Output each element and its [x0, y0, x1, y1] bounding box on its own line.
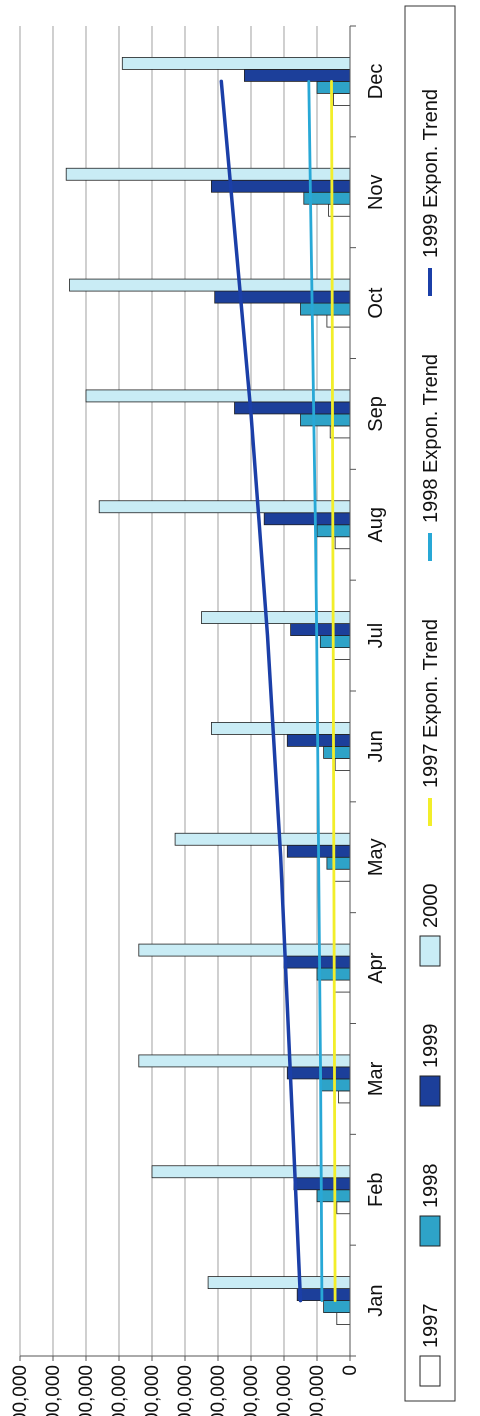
legend-label: 1997	[420, 1304, 442, 1349]
bar-1999-Dec	[243, 69, 351, 82]
bar-2000-Oct	[69, 278, 351, 292]
value-tick-label: 5,000,000	[175, 1365, 196, 1416]
bar-1998-May	[326, 856, 351, 870]
bar-1998-Dec	[316, 81, 351, 94]
bar-2000-Jul	[201, 611, 351, 624]
bar-2000-May	[174, 832, 351, 846]
value-tick-label: 10,000,000	[10, 1365, 31, 1416]
value-tick-label: 3,000,000	[241, 1365, 262, 1416]
bar-2000-Mar	[138, 1054, 351, 1068]
rotated-plot-group: 0 1,000,000 2,000,000 3,000,000 4,000,000 5,0…	[10, 5, 456, 1416]
legend-box	[404, 5, 456, 1402]
value-tick-label: 7,000,000	[109, 1365, 130, 1416]
legend-label: 1999 Expon. Trend	[420, 89, 442, 258]
bar-1999-Jul	[290, 623, 351, 636]
bar-2000-Aug	[98, 500, 351, 514]
bar-1998-Jul	[319, 635, 351, 648]
trend-lines	[219, 79, 337, 1303]
category-tick-label: Jan	[365, 1284, 387, 1316]
legend-label: 1997 Expon. Trend	[420, 619, 442, 788]
value-tick-label: 8,000,000	[76, 1365, 97, 1416]
bar-1997-May	[333, 868, 351, 882]
bar-1997-Dec	[333, 93, 351, 106]
category-tick-label: Feb	[365, 1173, 387, 1207]
value-tick-label: 1,000,000	[307, 1365, 328, 1416]
bar-1997-Mar	[338, 1090, 351, 1104]
bar-1999-Oct	[214, 290, 351, 304]
category-tick-label: May	[365, 838, 387, 876]
trend-line-1998 Expon. Trend	[307, 80, 324, 1302]
bar-1997-Aug	[334, 536, 351, 550]
trend-line-1999 Expon. Trend	[219, 79, 303, 1303]
legend-label: 2000	[420, 884, 442, 929]
bar-1998-Jan	[323, 1300, 351, 1313]
bar-1997-Apr	[333, 979, 351, 993]
legend-swatch-2000	[419, 935, 441, 967]
category-tick-label: Jun	[365, 730, 387, 762]
bars	[65, 57, 351, 1325]
bar-1999-Mar	[286, 1066, 351, 1080]
category-tick-label: Aug	[365, 507, 387, 543]
bar-1997-Jul	[333, 647, 351, 660]
category-tick-label: Oct	[365, 287, 387, 319]
category-tick-label: Dec	[365, 64, 387, 100]
category-tick-label: Mar	[365, 1061, 387, 1096]
axes	[19, 25, 356, 1361]
category-tick-label: Apr	[365, 952, 387, 983]
value-tick-label: 0	[340, 1365, 361, 1376]
value-tick-label: 9,000,000	[43, 1365, 64, 1416]
bar-1998-Oct	[300, 302, 351, 316]
value-tick-label: 2,000,000	[274, 1365, 295, 1416]
legend: 1997 1998 1999 2000 1997 Expon. Trend 1998 Ex…	[404, 5, 456, 1402]
bar-2000-Jun	[210, 722, 351, 735]
legend-swatch-1998	[419, 1215, 441, 1247]
bar-2000-Sep	[85, 389, 351, 403]
bar-1999-Jan	[296, 1288, 351, 1301]
bar-2000-Dec	[121, 57, 351, 70]
bar-2000-Nov	[65, 167, 351, 181]
legend-label: 1998 Expon. Trend	[420, 354, 442, 523]
bar-1999-Apr	[283, 955, 351, 969]
legend-label: 1998	[420, 1164, 442, 1209]
value-tick-label: 6,000,000	[142, 1365, 163, 1416]
bar-1997-Jan	[336, 1312, 351, 1325]
category-tick-label: Sep	[365, 396, 387, 432]
bar-1997-Oct	[326, 314, 351, 328]
bar-1998-Jun	[323, 746, 351, 759]
tick-labels: 0 1,000,000 2,000,000 3,000,000 4,000,000 5,0…	[10, 64, 387, 1416]
bar-2000-Jan	[207, 1276, 351, 1289]
legend-swatch-1999	[419, 1075, 441, 1107]
bar-1998-Sep	[300, 413, 351, 427]
bar-1997-Jun	[334, 758, 351, 771]
category-tick-label: Nov	[365, 174, 387, 210]
bar-1999-Aug	[263, 512, 351, 526]
category-tick-label: Jul	[365, 623, 387, 649]
legend-swatch-1997	[419, 1355, 441, 1387]
legend-label: 1999	[420, 1024, 442, 1069]
trend-line-1997 Expon. Trend	[330, 80, 337, 1302]
bar-1997-Feb	[336, 1201, 351, 1215]
value-tick-label: 4,000,000	[208, 1365, 229, 1416]
